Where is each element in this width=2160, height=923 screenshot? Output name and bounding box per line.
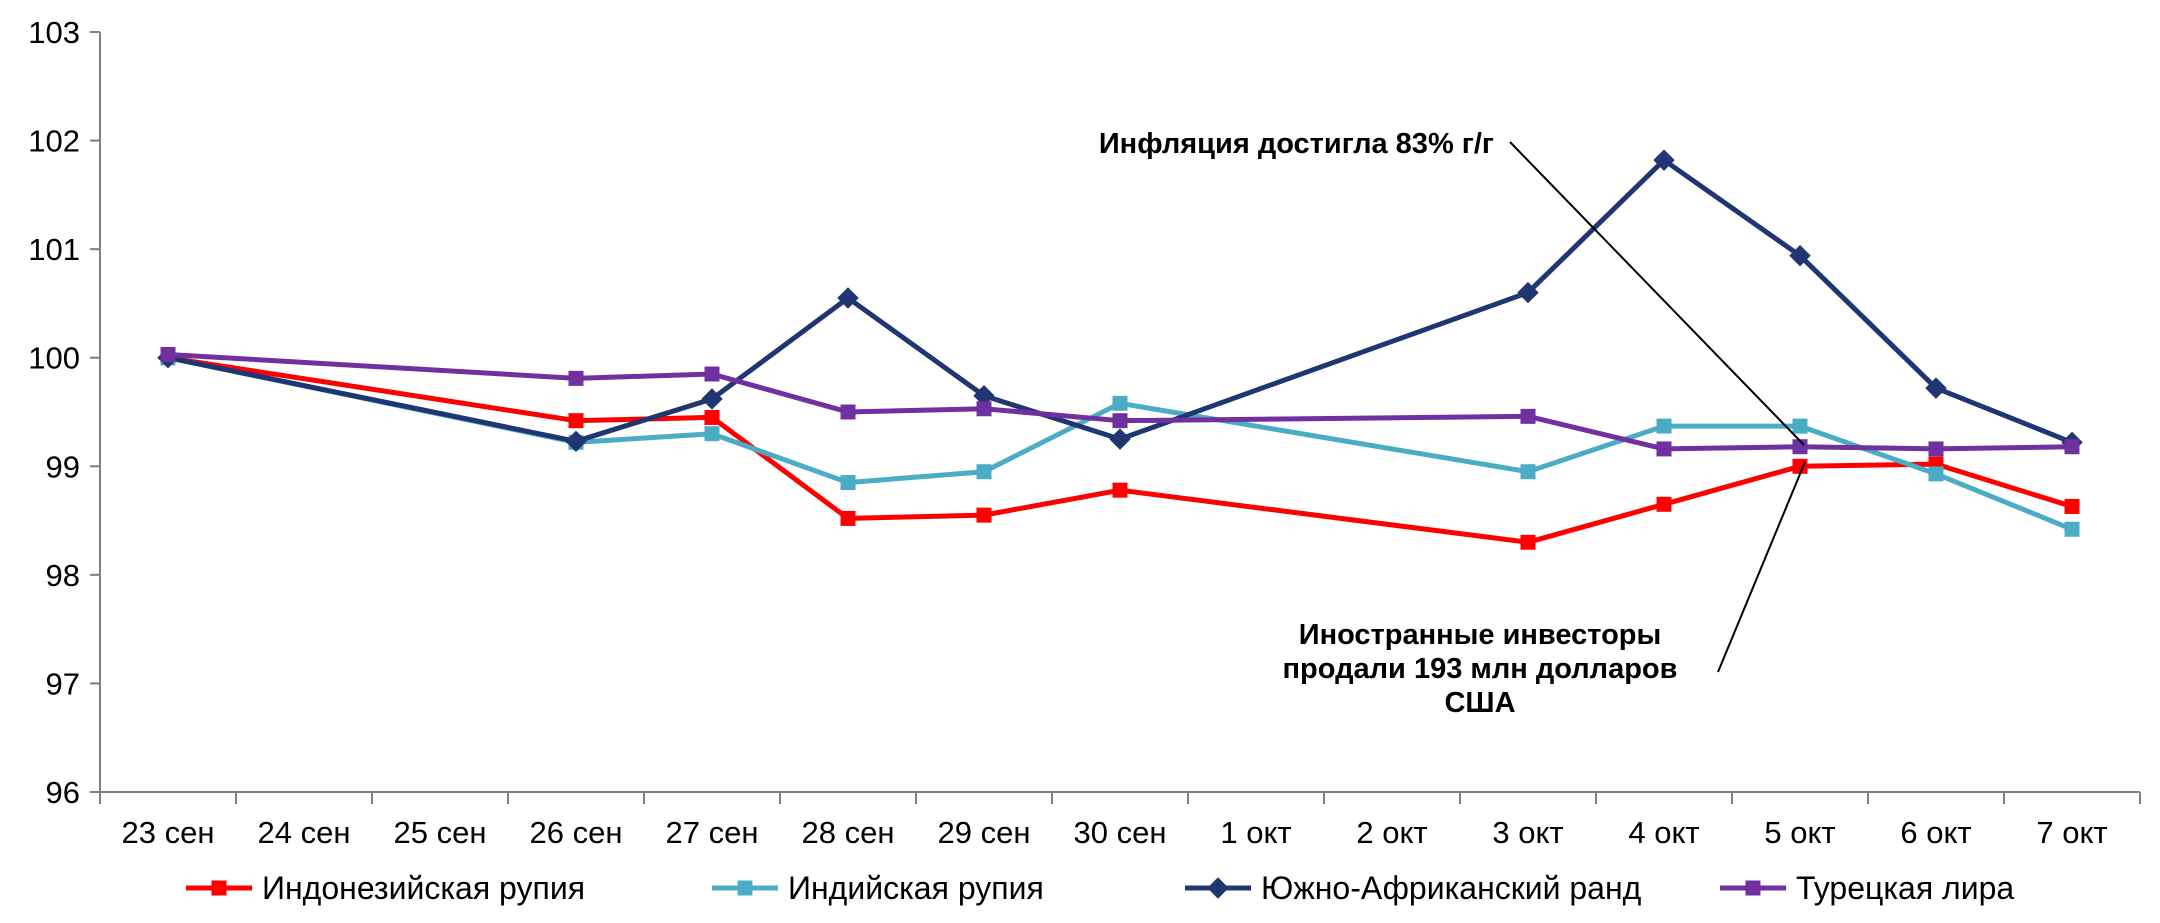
data-point (1792, 458, 1808, 474)
annotation-line: Иностранные инвесторы (1299, 619, 1662, 651)
axes (99, 32, 2140, 793)
y-tick-label: 100 (28, 341, 80, 376)
data-point (1517, 281, 1539, 304)
data-point (704, 366, 720, 382)
data-point (1656, 441, 1672, 457)
x-tick-label: 6 окт (1900, 815, 1971, 850)
x-tick-label: 1 окт (1220, 815, 1291, 850)
y-tick-label: 101 (28, 232, 80, 267)
data-point (160, 346, 176, 362)
x-tick-label: 25 сен (394, 815, 487, 850)
x-tick-label: 3 окт (1492, 815, 1563, 850)
y-tick-label: 96 (46, 775, 80, 810)
data-point (1656, 418, 1672, 434)
data-point (1520, 408, 1536, 424)
data-point (2064, 498, 2080, 514)
legend-item: Индонезийская рупия (186, 870, 585, 906)
series-line (167, 355, 2073, 545)
x-tick-label: 26 сен (530, 815, 623, 850)
data-point (1928, 441, 1944, 457)
y-ticks: 96 97 98 99 100 101 102 103 (28, 15, 100, 810)
legend-label: Турецкая лира (1796, 870, 2014, 906)
data-point (837, 287, 859, 309)
annotation-investors: Иностранные инвесторы продали 193 млн дол… (1283, 619, 1678, 719)
y-tick-label: 103 (28, 15, 80, 50)
data-point (1656, 496, 1672, 512)
legend-marker (211, 880, 227, 896)
legend-label: Индийская рупия (788, 870, 1044, 906)
legend-item: Южно-Африканский ранд (1185, 870, 1642, 906)
data-point (568, 413, 584, 429)
x-tick-label: 4 окт (1628, 815, 1699, 850)
series-2 (160, 350, 2080, 537)
x-tick-label: 29 сен (938, 815, 1031, 850)
x-tick-label: 7 окт (2036, 815, 2107, 850)
series-4 (160, 346, 2080, 457)
data-point (976, 401, 992, 417)
x-tick-label: 2 окт (1356, 815, 1427, 850)
x-tick-label: 5 окт (1764, 815, 1835, 850)
x-ticks: 23 сен 24 сен 25 сен 26 сен 27 сен 28 сен 29 с… (99, 792, 2141, 850)
annotations: Инфляция достигла 83% г/г Иностранные ин… (1099, 128, 1806, 719)
data-point (568, 370, 584, 386)
legend-item: Индийская рупия (712, 870, 1044, 906)
legend-marker (1745, 880, 1761, 896)
annotation-line: Инфляция достигла 83% г/г (1099, 128, 1494, 160)
legend-marker (737, 880, 753, 896)
data-point (1520, 534, 1536, 550)
legend: Индонезийская рупия Индийская рупия Южно-А… (186, 870, 2014, 906)
data-point (1653, 149, 1675, 171)
x-tick-label: 27 сен (666, 815, 759, 850)
data-point (840, 404, 856, 420)
data-point (1928, 466, 1944, 482)
data-point (704, 409, 720, 425)
data-point (1112, 482, 1128, 498)
data-point (1112, 395, 1128, 411)
series-1 (160, 350, 2080, 550)
legend-marker (1207, 877, 1229, 899)
annotation-line: США (1444, 687, 1515, 719)
data-point (1520, 464, 1536, 480)
legend-label: Южно-Африканский ранд (1261, 870, 1642, 906)
legend-label: Индонезийская рупия (262, 870, 585, 906)
x-tick-label: 24 сен (258, 815, 351, 850)
y-tick-label: 98 (46, 558, 80, 593)
data-point (1925, 377, 1947, 399)
x-tick-label: 23 сен (122, 815, 215, 850)
y-tick-label: 97 (46, 666, 80, 701)
data-point (2064, 521, 2080, 537)
data-point (976, 507, 992, 523)
data-point (840, 510, 856, 526)
legend-item: Турецкая лира (1720, 870, 2014, 906)
series-layer (157, 149, 2083, 550)
data-point (1109, 428, 1131, 450)
x-tick-label: 30 сен (1074, 815, 1167, 850)
data-point (701, 388, 723, 410)
annotation-leader-investors (1717, 461, 1806, 673)
annotation-inflation: Инфляция достигла 83% г/г (1099, 128, 1494, 160)
data-point (565, 430, 587, 453)
data-point (1789, 244, 1811, 267)
y-tick-label: 99 (46, 449, 80, 484)
data-point (2064, 439, 2080, 455)
data-point (976, 464, 992, 480)
y-tick-label: 102 (28, 124, 80, 159)
data-point (704, 426, 720, 442)
data-point (840, 475, 856, 491)
x-tick-label: 28 сен (802, 815, 895, 850)
data-point (1792, 418, 1808, 434)
annotation-line: продали 193 млн долларов (1283, 653, 1678, 685)
annotation-leader-inflation (1509, 141, 1805, 446)
data-point (1112, 413, 1128, 429)
